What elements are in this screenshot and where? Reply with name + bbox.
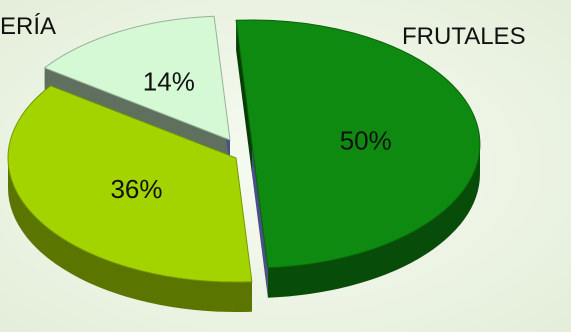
slice-wall [252, 144, 268, 298]
slice-slice-2 [7, 85, 253, 312]
slice-top [7, 85, 253, 283]
value-label-frutales: 50% [340, 126, 392, 156]
pie-slices [7, 15, 481, 312]
slice-edge [267, 144, 480, 298]
slice-top [235, 19, 481, 269]
slice-wall [236, 20, 252, 174]
slice-frutales [235, 19, 481, 298]
value-label-eria: 14% [143, 66, 195, 96]
slice-top [43, 15, 231, 141]
pie-labels: 50% 36% 14% FRUTALES ERÍA [0, 13, 526, 204]
category-label-eria: ERÍA [0, 13, 56, 40]
category-label-frutales: FRUTALES [402, 23, 526, 50]
value-label-slice-2: 36% [110, 174, 162, 204]
